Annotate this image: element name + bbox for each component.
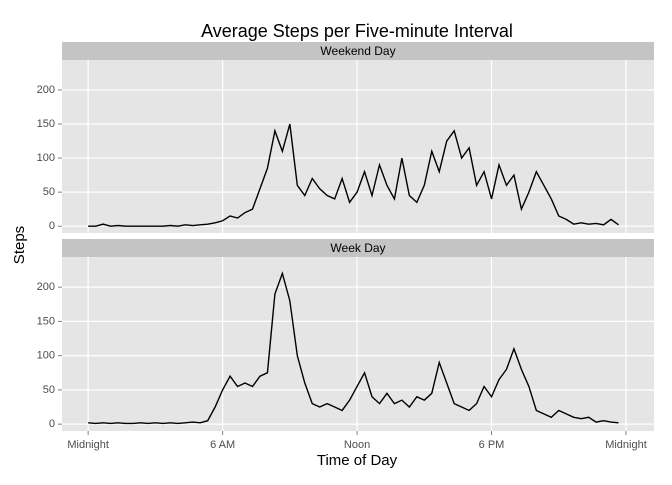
strip-label: Week Day — [330, 241, 385, 255]
y-tick-label: 0 — [49, 418, 55, 430]
y-tick-label: 150 — [37, 118, 55, 130]
x-tick-label: 6 PM — [479, 439, 505, 451]
y-tick-label: 0 — [49, 220, 55, 232]
x-tick-label: Noon — [344, 439, 370, 451]
panel-background — [62, 60, 654, 233]
y-tick-label: 200 — [37, 84, 55, 96]
strip — [62, 239, 654, 257]
chart-title: Average Steps per Five-minute Interval — [201, 21, 513, 41]
x-tick-label: Midnight — [605, 439, 647, 451]
y-tick-label: 100 — [37, 350, 55, 362]
data-line — [88, 123, 619, 227]
x-tick-label: 6 AM — [210, 439, 235, 451]
x-axis-label: Time of Day — [317, 452, 398, 469]
x-tick-label: Midnight — [67, 439, 109, 451]
strip — [62, 42, 654, 60]
y-tick-label: 50 — [43, 186, 55, 198]
y-tick-label: 150 — [37, 315, 55, 327]
y-tick-label: 50 — [43, 384, 55, 396]
data-line — [88, 271, 619, 425]
y-tick-label: 200 — [37, 281, 55, 293]
y-tick-label: 100 — [37, 152, 55, 164]
panel-background — [62, 257, 654, 431]
y-axis-label: Steps — [11, 226, 28, 264]
strip-label: Weekend Day — [320, 44, 395, 58]
